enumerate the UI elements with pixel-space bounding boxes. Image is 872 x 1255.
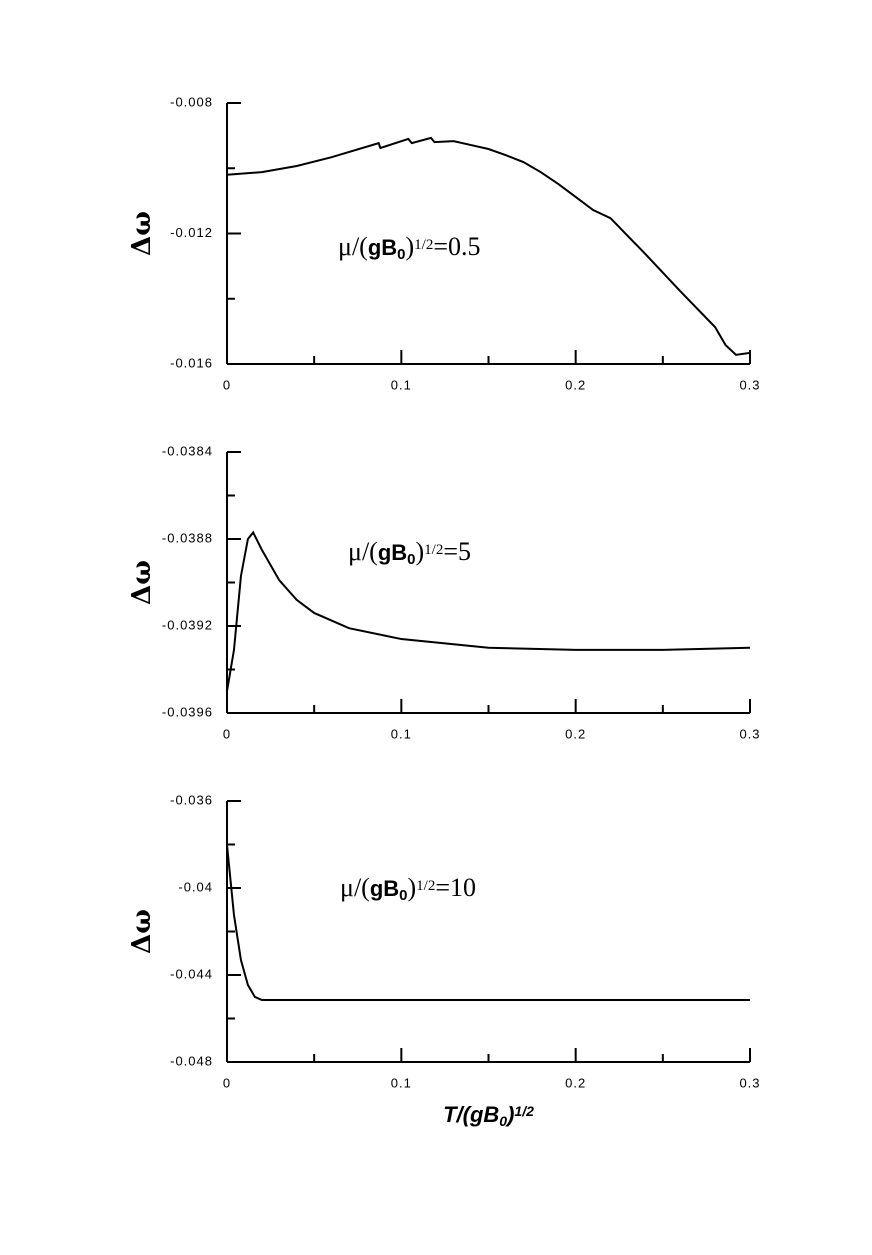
y-tick-label: -0.04	[178, 879, 213, 894]
y-tick-label: -0.012	[170, 225, 213, 240]
data-line	[226, 530, 751, 692]
annotation-part: )	[406, 232, 415, 261]
annotation-part: μ/(	[338, 232, 368, 261]
y-axis-label: Δω	[127, 560, 157, 605]
x-tick-label: 0.3	[739, 377, 760, 392]
y-axis-label: Δω	[127, 211, 157, 256]
y-axis-label: Δω	[127, 909, 157, 954]
x-tick-label: 0	[223, 377, 231, 392]
y-tick-label: -0.044	[170, 966, 213, 981]
annotation: μ/(gB0)1/2=5	[348, 537, 471, 568]
y-tick-label: -0.036	[170, 792, 213, 807]
x-tick-label: 0.2	[565, 726, 586, 741]
y-tick-label: -0.0392	[162, 617, 213, 632]
annotation-part: 1/2	[416, 878, 435, 894]
annotation-part: 1/2	[424, 542, 443, 558]
annotation-part: 1/2	[414, 237, 433, 253]
annotation-part: gB	[368, 235, 397, 260]
data-line	[226, 844, 750, 1002]
x-axis-label-part: 1/2	[514, 1103, 534, 1119]
x-tick-label: 0.3	[739, 1075, 760, 1090]
annotation: μ/(gB0)1/2=10	[340, 873, 476, 904]
annotation-part: )	[408, 873, 417, 902]
annotation-part: )	[416, 537, 425, 566]
annotation-part: 0	[397, 246, 405, 263]
x-tick-label: 0.2	[565, 377, 586, 392]
x-tick-label: 0.2	[565, 1075, 586, 1090]
y-tick-label: -0.008	[170, 94, 213, 109]
annotation-part: μ/(	[348, 537, 378, 566]
x-axis-label-part: 0	[499, 1113, 507, 1129]
x-axis-label-part: T/(gB	[443, 1102, 499, 1127]
y-tick-label: -0.048	[170, 1053, 213, 1068]
x-tick-label: 0.1	[391, 1075, 412, 1090]
y-tick-label: -0.0388	[162, 530, 213, 545]
y-tick-label: -0.0396	[162, 704, 213, 719]
annotation-part: =10	[435, 873, 476, 902]
annotation-part: 0	[407, 551, 415, 568]
y-tick-label: -0.0384	[162, 443, 213, 458]
x-tick-label: 0	[223, 1075, 231, 1090]
x-axis-label-part: )	[505, 1102, 514, 1127]
data-line	[226, 136, 751, 356]
annotation-part: μ/(	[340, 873, 370, 902]
annotation: μ/(gB0)1/2=0.5	[338, 232, 481, 263]
annotation-part: gB	[378, 540, 407, 565]
annotation-part: =0.5	[433, 232, 480, 261]
annotation-part: gB	[370, 876, 399, 901]
x-tick-label: 0.1	[391, 377, 412, 392]
annotation-part: =5	[443, 537, 471, 566]
x-tick-label: 0	[223, 726, 231, 741]
x-tick-label: 0.1	[391, 726, 412, 741]
x-axis-label: T/(gB0)1/2	[443, 1102, 534, 1129]
annotation-part: 0	[399, 887, 407, 904]
x-tick-label: 0.3	[739, 726, 760, 741]
y-tick-label: -0.016	[170, 355, 213, 370]
